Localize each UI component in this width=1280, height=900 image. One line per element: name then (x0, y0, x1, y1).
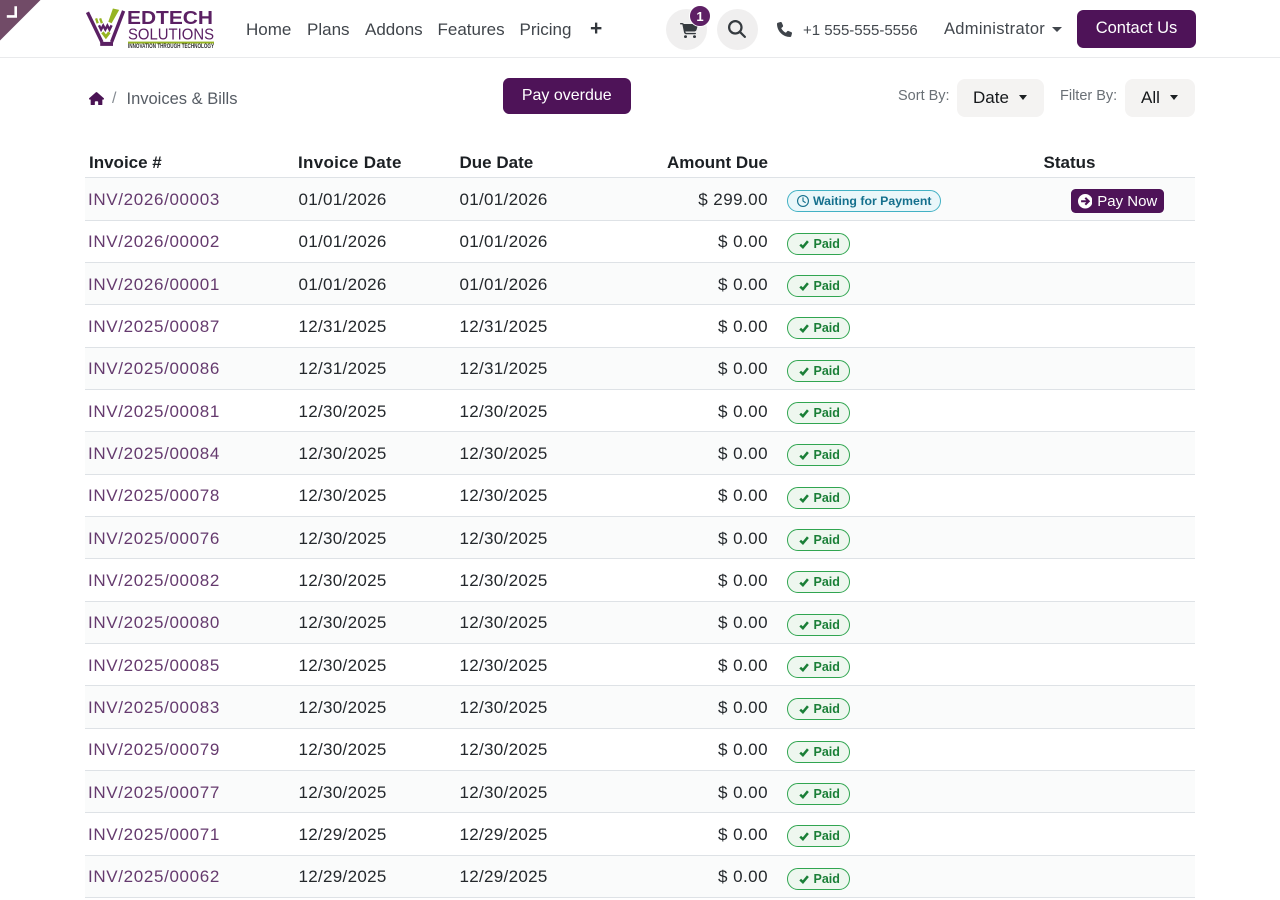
svg-text:EDTECH: EDTECH (127, 7, 213, 28)
svg-text:SOLUTIONS: SOLUTIONS (128, 27, 214, 44)
svg-text:INNOVATION THROUGH TECHNOLOGY: INNOVATION THROUGH TECHNOLOGY (128, 44, 214, 50)
